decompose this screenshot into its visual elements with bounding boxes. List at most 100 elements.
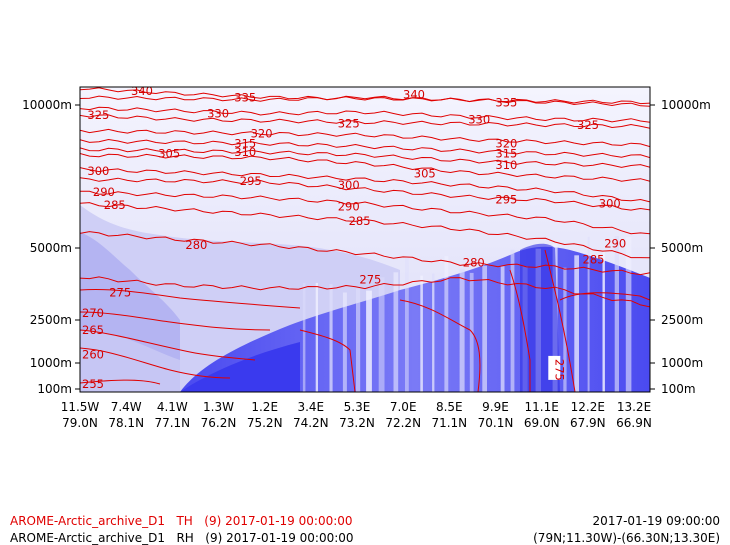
rh-streak	[625, 237, 632, 392]
y-tick-label: 1000m	[30, 356, 72, 370]
rh-streak	[393, 272, 399, 392]
rh-streak	[459, 268, 465, 392]
th-label-bg	[548, 355, 561, 380]
y-tick-label: 2500m	[30, 313, 72, 327]
th-contours	[80, 87, 650, 392]
x-tick-label-lat: 67.9N	[570, 416, 606, 430]
th-label-text: 255	[82, 377, 104, 391]
th-contour-label: 255	[82, 377, 104, 391]
th-contour-line	[80, 347, 231, 379]
th-contour-label: 300	[338, 178, 360, 192]
th-contour-label: 325	[577, 118, 599, 132]
th-label-text: 315	[234, 137, 256, 151]
th-contour-label: 260	[82, 347, 104, 361]
th-contour-line	[80, 231, 650, 276]
th-label-text: 295	[240, 174, 262, 188]
rh-streak	[405, 257, 409, 392]
th-label-text: 300	[87, 164, 109, 178]
rh-streak	[342, 292, 347, 392]
x-tick-label-lon: 1.2E	[251, 400, 278, 414]
th-contour-line	[544, 249, 576, 392]
th-contour-line	[80, 128, 650, 148]
y-axis-left: 100m 1000m 2500m 5000m 10000m	[22, 98, 80, 396]
rh-streak	[356, 288, 361, 392]
rh-streak	[602, 250, 605, 392]
th-label-text: 280	[185, 238, 207, 252]
rh-streak	[329, 284, 333, 392]
rh-streak	[315, 282, 318, 392]
x-tick-label-lon: 5.3E	[344, 400, 371, 414]
th-label-text: 320	[495, 137, 517, 151]
th-contour-line	[80, 311, 271, 331]
rh-band-left-low	[80, 330, 180, 392]
x-tick-label-lon: 7.0E	[390, 400, 417, 414]
x-tick-label-lon: 8.5E	[436, 400, 463, 414]
th-contour-label: 305	[414, 167, 436, 181]
th-contour-line	[80, 106, 650, 123]
plot-frame	[79, 86, 651, 393]
x-tick-label-lat: 71.1N	[431, 416, 467, 430]
y-tick-label: 100m	[37, 382, 72, 396]
th-label-text: 325	[577, 118, 599, 132]
th-contour-line	[80, 153, 650, 182]
th-contour-label: 285	[349, 214, 371, 228]
rh-streak	[587, 236, 590, 392]
th-label-text: 340	[403, 88, 425, 102]
th-contour-label: 280	[463, 255, 485, 269]
th-contour-line	[80, 114, 650, 129]
th-label-text: 275	[552, 359, 566, 381]
th-contour-line	[80, 95, 650, 107]
y-tick-label: 10000m	[22, 98, 72, 112]
x-tick-label-lon: 3.4E	[297, 400, 324, 414]
rh-streak	[574, 255, 579, 392]
th-contour-label: 320	[251, 127, 273, 141]
x-tick-label-lon: 9.9E	[482, 400, 509, 414]
x-tick-label-lat: 77.1N	[154, 416, 190, 430]
th-contour-label: 285	[583, 253, 605, 267]
th-contour-label: 335	[495, 95, 517, 109]
th-label-text: 300	[338, 178, 360, 192]
th-label-text: 260	[82, 347, 104, 361]
th-label-text: 285	[104, 198, 126, 212]
th-contour-line	[80, 138, 650, 159]
x-tick-label-lon: 13.2E	[617, 400, 651, 414]
th-label-text: 275	[109, 286, 131, 300]
x-tick-label-lat: 79.0N	[62, 416, 98, 430]
th-contour-line	[80, 147, 650, 168]
th-label-text: 285	[349, 214, 371, 228]
x-tick-label-lon: 7.4W	[111, 400, 142, 414]
x-tick-label-lat: 76.2N	[201, 416, 237, 430]
th-contour-label: 280	[185, 238, 207, 252]
th-label-text: 280	[463, 255, 485, 269]
th-contour-line	[80, 288, 301, 309]
th-contour-label: 300	[87, 164, 109, 178]
th-contour-label: 310	[495, 158, 517, 172]
x-tick-label-lat: 69.0N	[524, 416, 560, 430]
th-label-text: 300	[599, 197, 621, 211]
th-label-text: 290	[338, 200, 360, 214]
th-contour-label: 270	[82, 306, 104, 320]
th-contour-label: 265	[82, 323, 104, 337]
footer-th-label: AROME-Arctic_archive_D1 TH (9) 2017-01-1…	[10, 514, 353, 528]
x-tick-label-lat: 66.9N	[616, 416, 652, 430]
th-label-text: 335	[234, 90, 256, 104]
x-tick-label-lat: 74.2N	[293, 416, 329, 430]
th-contour-line	[80, 329, 256, 361]
x-tick-label-lat: 72.2N	[385, 416, 421, 430]
th-label-text: 310	[495, 158, 517, 172]
th-contour-line	[559, 292, 650, 301]
rh-band-east	[520, 243, 560, 392]
th-contour-label: 335	[234, 90, 256, 104]
y-tick-label: 10000m	[661, 98, 711, 112]
th-label-text: 340	[131, 84, 153, 98]
th-label-text: 305	[158, 147, 180, 161]
th-label-text: 330	[207, 107, 229, 121]
th-contour-label: 295	[495, 192, 517, 206]
x-tick-label-lon: 12.2E	[571, 400, 605, 414]
th-contour-line	[80, 202, 650, 259]
th-contour-label: 275	[548, 355, 566, 381]
rh-streak	[500, 266, 505, 392]
th-contour-line	[80, 87, 650, 105]
th-contour-label: 275	[109, 286, 131, 300]
th-label-text: 335	[495, 95, 517, 109]
